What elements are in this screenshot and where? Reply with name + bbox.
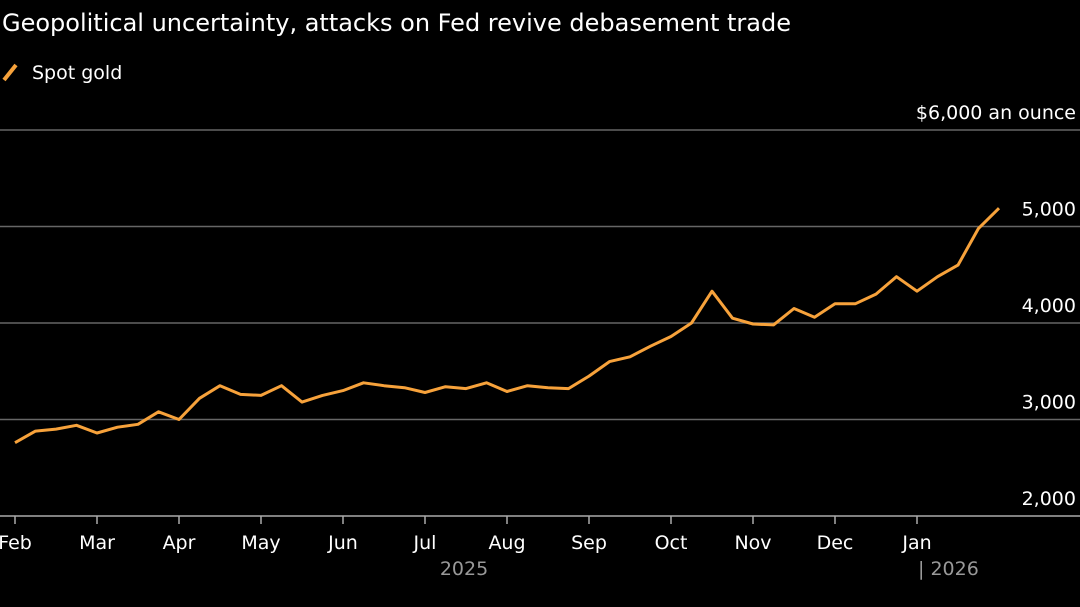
x-tick-label: Nov — [734, 532, 771, 554]
y-tick-label: 5,000 — [1022, 199, 1076, 221]
year-label: 2025 — [440, 558, 488, 580]
x-tick-label: Apr — [163, 532, 196, 554]
legend-swatch — [2, 63, 18, 82]
y-tick-label: $6,000 an ounce — [916, 102, 1076, 124]
year-label: | 2026 — [918, 558, 979, 580]
y-tick-label: 3,000 — [1022, 392, 1076, 414]
x-tick-label: Jan — [901, 532, 931, 554]
x-tick-label: Jun — [327, 532, 358, 554]
line-series — [14, 207, 1001, 445]
x-tick-label: Feb — [0, 532, 32, 554]
chart-subtitle: Geopolitical uncertainty, attacks on Fed… — [2, 9, 791, 37]
x-tick-label: Sep — [571, 532, 607, 554]
x-tick-label: Oct — [655, 532, 688, 554]
x-tick-label: Dec — [817, 532, 854, 554]
x-tick-label: Mar — [79, 532, 115, 554]
y-tick-label: 4,000 — [1022, 295, 1076, 317]
x-tick-label: Aug — [488, 532, 525, 554]
x-tick-label: Jul — [413, 532, 437, 554]
y-tick-label: 2,000 — [1022, 488, 1076, 510]
x-tick-label: May — [241, 532, 280, 554]
legend-label: Spot gold — [32, 62, 122, 84]
